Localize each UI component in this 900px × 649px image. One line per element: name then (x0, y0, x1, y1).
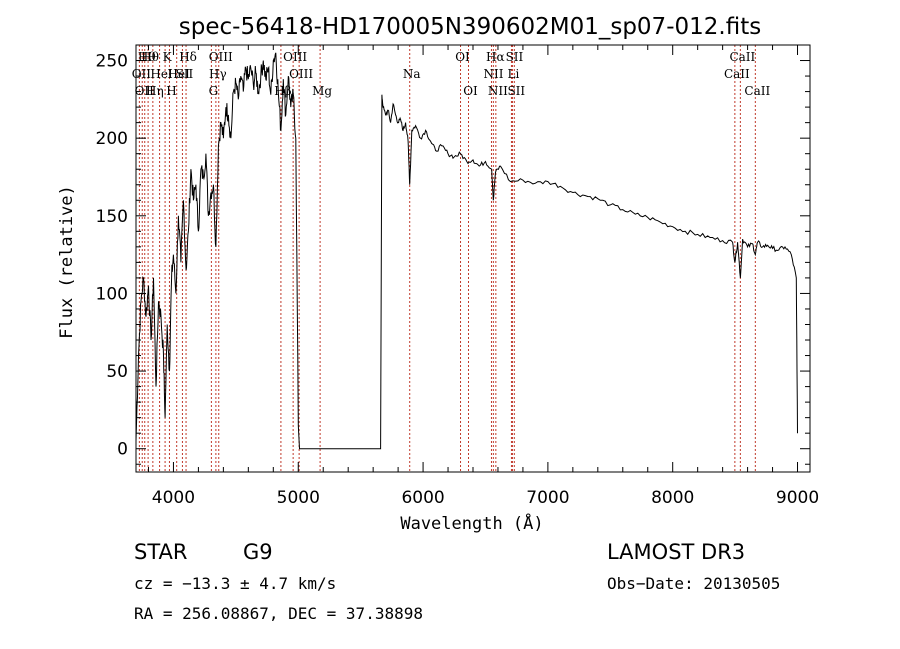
y-tick-label: 100 (96, 284, 128, 304)
y-tick-label: 150 (96, 207, 128, 227)
y-tick-label: 50 (106, 362, 128, 382)
line-label-29: CaII (744, 84, 770, 98)
x-tick-label: 6000 (401, 488, 444, 508)
line-label-1: OII (135, 84, 155, 98)
line-label-21: NII (483, 67, 503, 81)
line-label-27: CaII (724, 67, 750, 81)
line-label-4: Hη (146, 84, 164, 98)
x-tick-label: 9000 (776, 488, 819, 508)
survey-name: LAMOST DR3 (607, 540, 745, 564)
line-label-8: HeI (168, 67, 191, 81)
plot-frame (135, 44, 811, 473)
line-label-17: Mg (312, 84, 332, 98)
line-label-7: H (166, 84, 176, 98)
x-axis-label: Wavelength (Å) (400, 512, 543, 534)
coordinates: RA = 256.08867, DEC = 37.38898 (134, 604, 423, 623)
y-tick-label: 250 (96, 52, 128, 72)
observation-date: Obs−Date: 20130505 (607, 574, 780, 593)
line-label-10: Hδ (179, 50, 197, 64)
y-tick-label: 0 (117, 440, 128, 460)
line-label-24: Li (508, 67, 520, 81)
y-tick-label: 200 (96, 129, 128, 149)
line-label-6: K (163, 50, 173, 64)
line-label-0: OII (132, 67, 152, 81)
spectrum-line (135, 52, 798, 450)
line-label-26: SII (507, 84, 525, 98)
line-label-16: OIII (289, 67, 313, 81)
spectral-subclass: G9 (243, 540, 273, 564)
y-axis-ticks: 0 50 100 150 200 250 (96, 52, 810, 465)
chart-title: spec-56418-HD170005N390602M01_sp07-012.f… (179, 14, 761, 40)
redshift-velocity: cz = −13.3 ± 4.7 km/s (134, 574, 336, 593)
y-axis-label: Flux (relative) (57, 185, 77, 339)
line-label-22: Hα (486, 50, 505, 64)
line-label-11: G (209, 84, 219, 98)
line-label-18: Na (403, 67, 421, 81)
object-type: STAR (134, 540, 187, 564)
line-label-15: OIII (283, 50, 307, 64)
line-label-20: OI (463, 84, 478, 98)
x-tick-label: 8000 (651, 488, 694, 508)
line-label-25: SII (506, 50, 524, 64)
line-label-12: Hγ (209, 67, 227, 81)
x-tick-label: 5000 (277, 488, 320, 508)
spectral-line-markers (138, 45, 756, 472)
x-axis-ticks: 4000 5000 6000 7000 8000 9000 (147, 45, 819, 508)
x-tick-label: 4000 (152, 488, 195, 508)
spectral-line-labels: OIIOIIHθHθHηHeIKHHeISIIHδGHγOIIIHβOIIIOI… (132, 50, 771, 98)
line-label-3: Hθ (141, 50, 159, 64)
line-label-19: OI (455, 50, 470, 64)
line-label-23: NII (488, 84, 508, 98)
line-label-9: SII (176, 67, 194, 81)
x-tick-label: 7000 (526, 488, 569, 508)
line-label-13: OIII (209, 50, 233, 64)
line-label-28: CaII (729, 50, 755, 64)
line-label-5: HeI (150, 67, 173, 81)
